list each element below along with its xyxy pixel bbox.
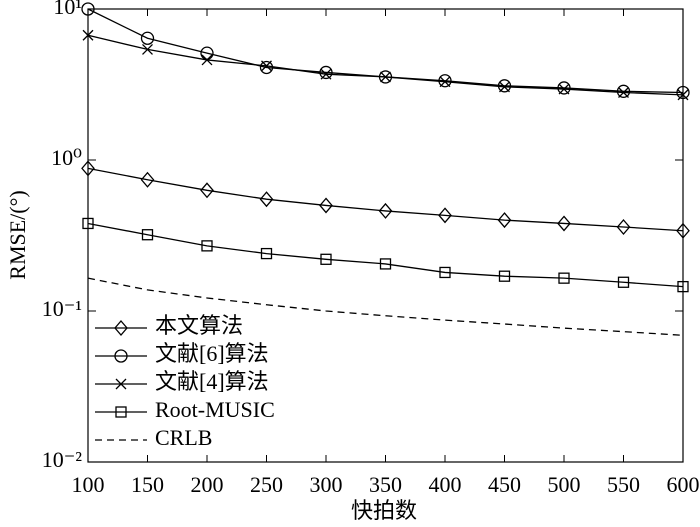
marker [319,197,333,214]
marker [259,191,274,208]
marker [260,247,273,260]
marker [320,68,332,80]
marker [200,182,214,199]
x-tick-label: 400 [429,472,462,497]
marker [114,320,128,336]
x-tick-label: 500 [548,472,581,497]
marker [319,65,333,80]
y-axis-title: RMSE/(°) [5,190,30,279]
marker [81,2,95,16]
marker [616,218,631,235]
marker [201,240,213,252]
marker [259,60,274,75]
marker [201,54,213,66]
series-line [87,277,684,336]
y-tick-label: 10⁻¹ [42,296,82,321]
marker [677,280,689,293]
x-tick-label: 150 [131,472,164,497]
marker [378,202,393,219]
marker [82,217,94,230]
legend-label: CRLB [155,425,212,450]
marker [81,160,95,177]
marker [380,71,391,83]
y-tick-label: 10¹ [53,0,82,19]
x-axis-title: 快拍数 [351,498,417,523]
x-tick-label: 250 [250,472,283,497]
marker [677,89,689,101]
marker [558,272,570,284]
x-tick-label: 600 [667,472,700,497]
marker [140,171,155,188]
marker [115,378,127,390]
marker [616,84,631,98]
marker [141,229,154,241]
marker [379,258,392,270]
marker [618,87,629,98]
marker [320,253,332,265]
marker [558,83,570,95]
marker [676,85,690,100]
marker [82,29,94,41]
marker [676,222,690,239]
legend-label: Root-MUSIC [155,397,275,422]
marker [261,60,272,72]
marker [498,270,511,282]
x-tick-label: 550 [607,472,640,497]
marker [439,76,451,88]
marker [557,81,571,95]
x-tick-label: 300 [310,472,343,497]
marker [114,349,128,363]
series-line [87,34,684,96]
marker [499,81,510,93]
marker [438,207,452,224]
marker [142,43,153,55]
marker [140,31,155,45]
marker [557,215,571,232]
y-tick-label: 10⁻² [42,447,83,472]
legend-label: 本文算法 [155,313,243,338]
x-tick-label: 350 [369,472,402,497]
marker [115,406,127,418]
marker [497,212,512,229]
y-tick-label: 10⁰ [51,145,82,170]
series-line [87,167,684,232]
legend-label: 文献[6]算法 [155,341,269,366]
marker [617,276,630,288]
x-tick-label: 200 [191,472,224,497]
series-line [87,222,684,288]
x-tick-label: 450 [488,472,521,497]
marker [439,266,451,279]
legend-label: 文献[4]算法 [155,369,269,394]
x-tick-label: 100 [72,472,105,497]
series-line [87,8,684,94]
